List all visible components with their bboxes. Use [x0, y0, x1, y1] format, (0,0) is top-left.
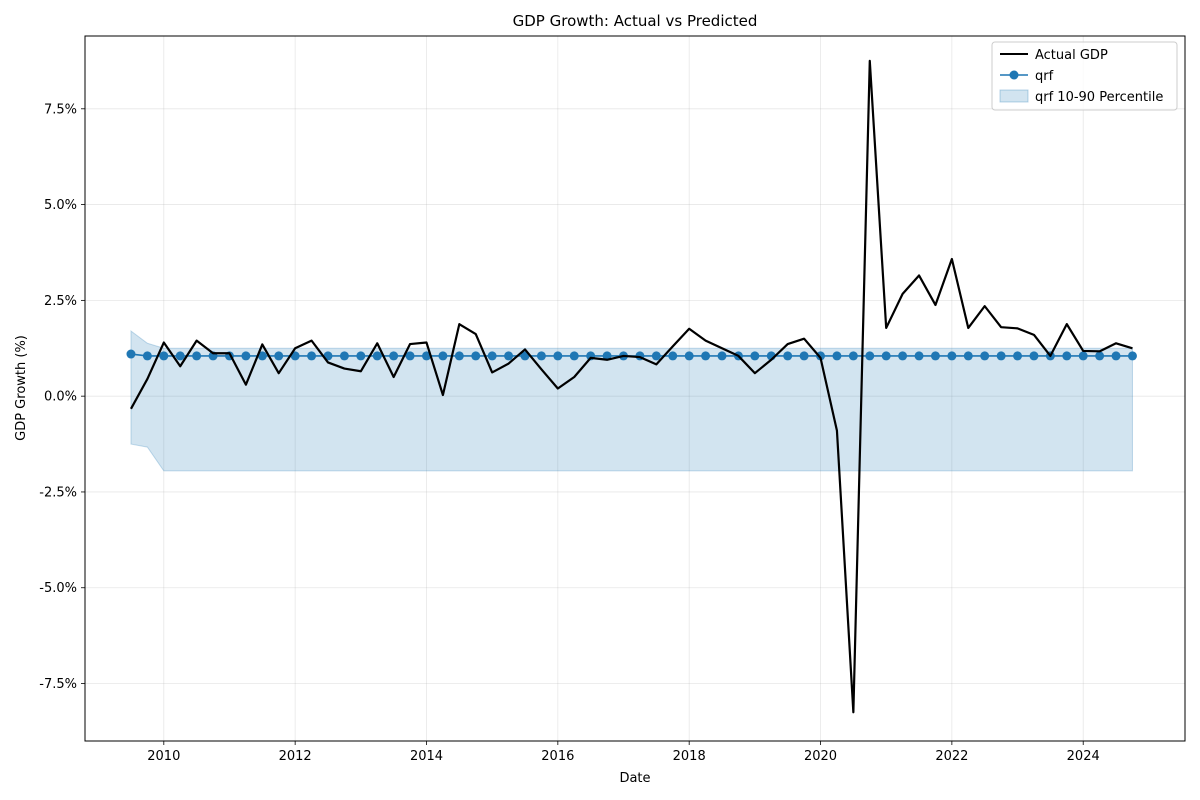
qrf-point [175, 351, 185, 361]
qrf-point [372, 351, 382, 361]
series-layer [126, 59, 1137, 714]
qrf-point [783, 351, 793, 361]
qrf-point [1062, 351, 1072, 361]
qrf-point [192, 351, 202, 361]
x-axis-ticks: 2010 2012 2014 2016 2018 2020 2022 2024 [147, 741, 1100, 764]
qrf-point [553, 351, 563, 361]
x-tick-label: 2022 [935, 749, 968, 764]
qrf-point [504, 351, 514, 361]
qrf-point [405, 351, 415, 361]
qrf-point [1111, 351, 1121, 361]
qrf-point [471, 351, 481, 361]
legend-box [991, 41, 1178, 111]
legend-label-percentile-band: qrf 10-90 Percentile [1035, 90, 1163, 105]
legend: Actual GDP qrf qrf 10-90 Percentile [991, 41, 1178, 111]
qrf-point [717, 351, 727, 361]
qrf-point [799, 351, 809, 361]
qrf-point [930, 351, 940, 361]
y-axis-label: GDP Growth (%) [14, 335, 29, 441]
y-tick-label: 2.5% [44, 294, 77, 309]
qrf-point [454, 351, 464, 361]
y-tick-label: -5.0% [39, 581, 77, 596]
x-tick-label: 2010 [147, 749, 180, 764]
qrf-point [947, 351, 957, 361]
qrf-point [339, 351, 349, 361]
qrf-point [1013, 351, 1023, 361]
qrf-point [750, 351, 760, 361]
qrf-point [126, 349, 136, 359]
qrf-point [569, 351, 579, 361]
plot-frame [84, 35, 1186, 742]
legend-marker-qrf [1009, 70, 1019, 80]
qrf-point [668, 351, 678, 361]
qrf-point [142, 351, 152, 361]
x-tick-label: 2012 [279, 749, 312, 764]
legend-swatch-percentile-band [999, 89, 1029, 103]
percentile-band-area [130, 330, 1133, 472]
qrf-point [274, 351, 284, 361]
x-tick-label: 2024 [1067, 749, 1100, 764]
qrf-point [241, 351, 251, 361]
qrf-point [980, 351, 990, 361]
qrf-point [257, 351, 267, 361]
x-tick-label: 2020 [804, 749, 837, 764]
x-tick-label: 2014 [410, 749, 443, 764]
x-tick-label: 2016 [541, 749, 574, 764]
qrf-point [389, 351, 399, 361]
qrf-point [1127, 351, 1137, 361]
qrf-point [963, 351, 973, 361]
qrf-point [832, 351, 842, 361]
qrf-point [159, 351, 169, 361]
chart-title: GDP Growth: Actual vs Predicted [513, 12, 758, 30]
x-axis-label: Date [619, 771, 650, 786]
qrf-point [898, 351, 908, 361]
qrf-point [914, 351, 924, 361]
qrf-point [684, 351, 694, 361]
qrf-point [356, 351, 366, 361]
y-tick-label: 7.5% [44, 102, 77, 117]
qrf-point [848, 351, 858, 361]
y-tick-label: -2.5% [39, 485, 77, 500]
legend-label-actual-gdp: Actual GDP [1035, 48, 1108, 63]
qrf-point [1078, 351, 1088, 361]
grid-lines [85, 36, 1185, 741]
qrf-point [487, 351, 497, 361]
y-tick-label: 5.0% [44, 198, 77, 213]
qrf-point [438, 351, 448, 361]
qrf-point [536, 351, 546, 361]
actual-gdp-line [130, 59, 1133, 714]
legend-label-qrf: qrf [1035, 69, 1054, 84]
percentile-band-layer [130, 330, 1133, 472]
qrf-point [307, 351, 317, 361]
qrf-point [865, 351, 875, 361]
y-tick-label: -7.5% [39, 677, 77, 692]
qrf-point [996, 351, 1006, 361]
qrf-point [651, 351, 661, 361]
qrf-point [1095, 351, 1105, 361]
qrf-point [701, 351, 711, 361]
y-axis-ticks: -7.5% -5.0% -2.5% 0.0% 2.5% 5.0% 7.5% [39, 102, 85, 692]
y-tick-label: 0.0% [44, 390, 77, 405]
x-tick-label: 2018 [673, 749, 706, 764]
qrf-point [881, 351, 891, 361]
qrf-point [1029, 351, 1039, 361]
qrf-point [421, 351, 431, 361]
